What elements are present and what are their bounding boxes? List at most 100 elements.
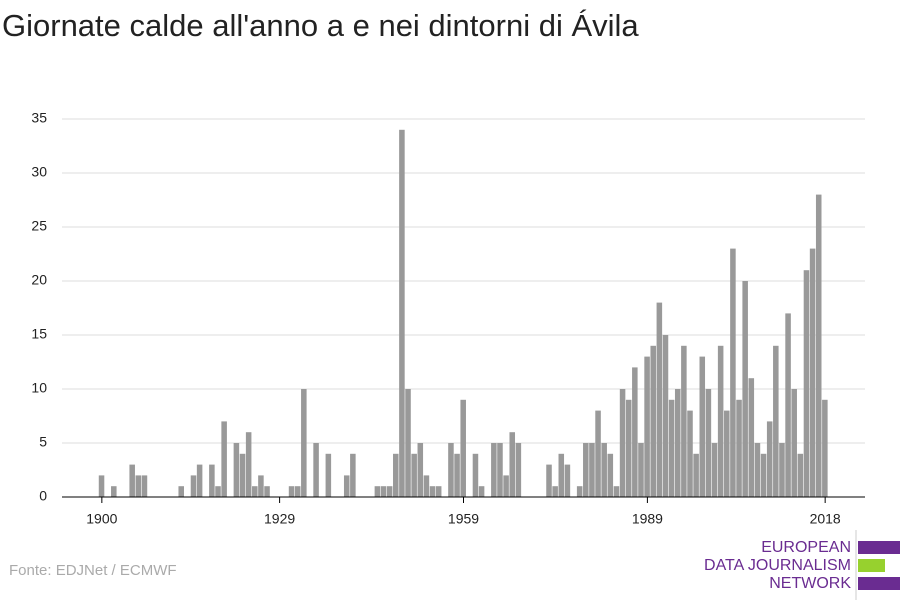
bar	[478, 486, 485, 497]
bar	[411, 453, 417, 497]
x-tick-label: 1959	[448, 511, 479, 527]
y-tick-label: 5	[39, 434, 47, 450]
bar	[564, 464, 571, 497]
bar	[773, 345, 779, 497]
bar	[454, 453, 460, 497]
bar	[662, 335, 669, 497]
bar	[656, 302, 663, 497]
bar	[705, 389, 712, 497]
bar	[632, 367, 638, 497]
bar	[509, 432, 516, 497]
bar	[515, 443, 522, 497]
logo-text: NETWORK	[769, 575, 851, 592]
bar	[343, 475, 350, 497]
bar	[190, 475, 197, 497]
bar	[809, 248, 816, 497]
logo-text: DATA JOURNALISM	[704, 557, 851, 574]
y-tick-label: 0	[39, 488, 47, 504]
bar	[797, 453, 804, 497]
bar	[546, 464, 552, 497]
bar	[294, 486, 301, 497]
bar	[668, 399, 675, 497]
bar	[607, 453, 614, 497]
bar	[129, 464, 135, 497]
bar	[687, 410, 693, 497]
bar	[380, 486, 387, 497]
bar	[803, 270, 810, 497]
bar	[472, 453, 479, 497]
bar	[742, 281, 748, 497]
bar	[460, 399, 466, 497]
bar	[252, 486, 258, 497]
bar	[258, 475, 264, 497]
bar	[393, 453, 399, 497]
bar	[386, 486, 393, 497]
bar	[196, 464, 203, 497]
x-tick-label: 1900	[86, 511, 117, 527]
chart-title: Giornate calde all'anno a e nei dintorni…	[2, 8, 639, 43]
bar	[791, 389, 797, 497]
bar	[497, 443, 503, 497]
bar	[417, 443, 424, 497]
bar	[754, 443, 761, 497]
bar	[552, 486, 558, 497]
logo-bar	[858, 577, 900, 590]
bar	[674, 389, 681, 497]
bar	[644, 356, 650, 497]
bar	[399, 129, 405, 498]
logo-bar	[858, 541, 900, 554]
bar	[239, 453, 246, 497]
bar	[699, 356, 706, 497]
bar	[730, 248, 736, 497]
source: Fonte: EDJNet / ECMWF	[9, 562, 177, 579]
bar	[693, 453, 699, 497]
bar	[233, 443, 240, 497]
bar	[435, 486, 442, 497]
y-tick-label: 25	[31, 218, 47, 234]
bar	[301, 389, 307, 497]
bar	[221, 421, 227, 497]
bar	[98, 475, 105, 497]
bar	[245, 432, 252, 497]
bar	[601, 443, 607, 497]
bar	[558, 453, 565, 497]
bar	[209, 464, 215, 497]
logo-text: EUROPEAN	[761, 539, 851, 556]
bar	[760, 453, 767, 497]
bar	[583, 443, 589, 497]
bar	[405, 389, 411, 497]
bar	[178, 486, 184, 497]
x-tick-label: 1989	[632, 511, 663, 527]
bar	[613, 486, 620, 497]
y-tick-label: 15	[31, 326, 47, 342]
bar	[264, 486, 270, 497]
bar	[111, 486, 117, 497]
bar	[589, 443, 595, 497]
bar	[491, 443, 497, 497]
bar	[711, 443, 718, 497]
bar	[374, 486, 381, 497]
bar	[350, 453, 356, 497]
y-tick-label: 35	[31, 110, 47, 126]
bar	[288, 486, 295, 497]
bar	[503, 475, 509, 497]
bar	[576, 486, 583, 497]
bar	[135, 475, 142, 497]
bar	[815, 194, 822, 497]
bar	[822, 399, 828, 497]
bar	[141, 475, 148, 497]
x-tick-label: 2018	[810, 511, 841, 527]
bar	[748, 378, 755, 497]
bar	[448, 443, 454, 497]
bar	[779, 443, 785, 497]
x-tick-label: 1929	[264, 511, 295, 527]
y-tick-label: 20	[31, 272, 47, 288]
bar	[638, 443, 644, 497]
bar	[429, 486, 436, 497]
bar	[595, 410, 601, 497]
bar	[313, 443, 319, 497]
bar	[423, 475, 430, 497]
bar	[785, 313, 791, 497]
logo-bar	[858, 559, 885, 572]
